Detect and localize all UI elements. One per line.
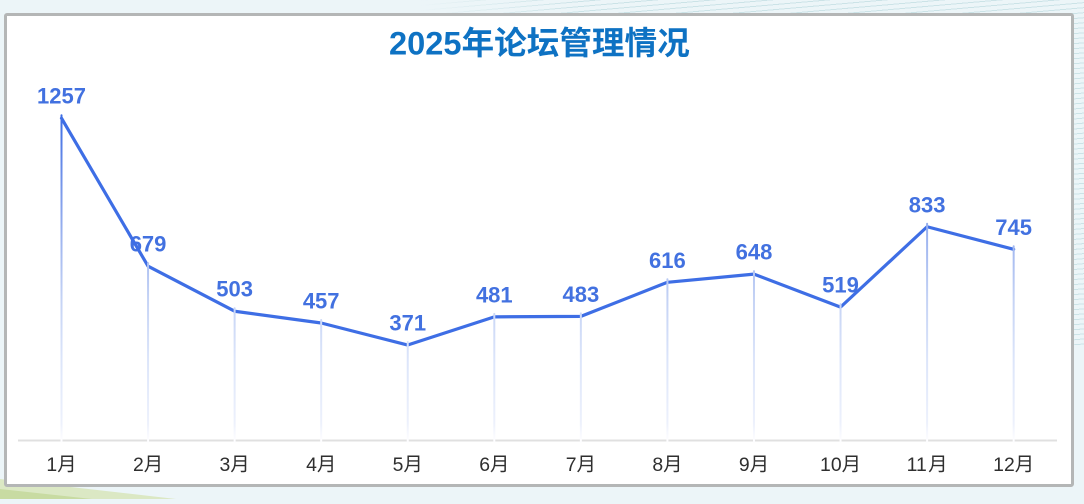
svg-text:5: 5 [393, 454, 404, 476]
svg-text:519: 519 [822, 273, 859, 298]
svg-text:10: 10 [820, 454, 842, 476]
svg-text:1: 1 [46, 454, 57, 476]
svg-text:12: 12 [993, 454, 1015, 476]
svg-text:9: 9 [739, 454, 750, 476]
svg-text:4: 4 [306, 454, 317, 476]
svg-text:483: 483 [563, 282, 600, 307]
svg-text:2: 2 [133, 454, 144, 476]
svg-text:833: 833 [909, 192, 946, 217]
svg-text:745: 745 [995, 215, 1032, 240]
svg-text:2025: 2025 [389, 24, 461, 61]
svg-text:7: 7 [566, 454, 577, 476]
svg-text:11: 11 [907, 454, 927, 476]
svg-text:371: 371 [389, 311, 426, 336]
svg-text:503: 503 [216, 277, 253, 302]
svg-text:6: 6 [479, 454, 490, 476]
svg-text:648: 648 [736, 240, 773, 265]
svg-text:481: 481 [476, 282, 513, 307]
svg-text:1257: 1257 [37, 84, 86, 109]
svg-text:8: 8 [652, 454, 663, 476]
svg-text:616: 616 [649, 248, 686, 273]
svg-text:3: 3 [220, 454, 231, 476]
svg-text:457: 457 [303, 289, 340, 314]
